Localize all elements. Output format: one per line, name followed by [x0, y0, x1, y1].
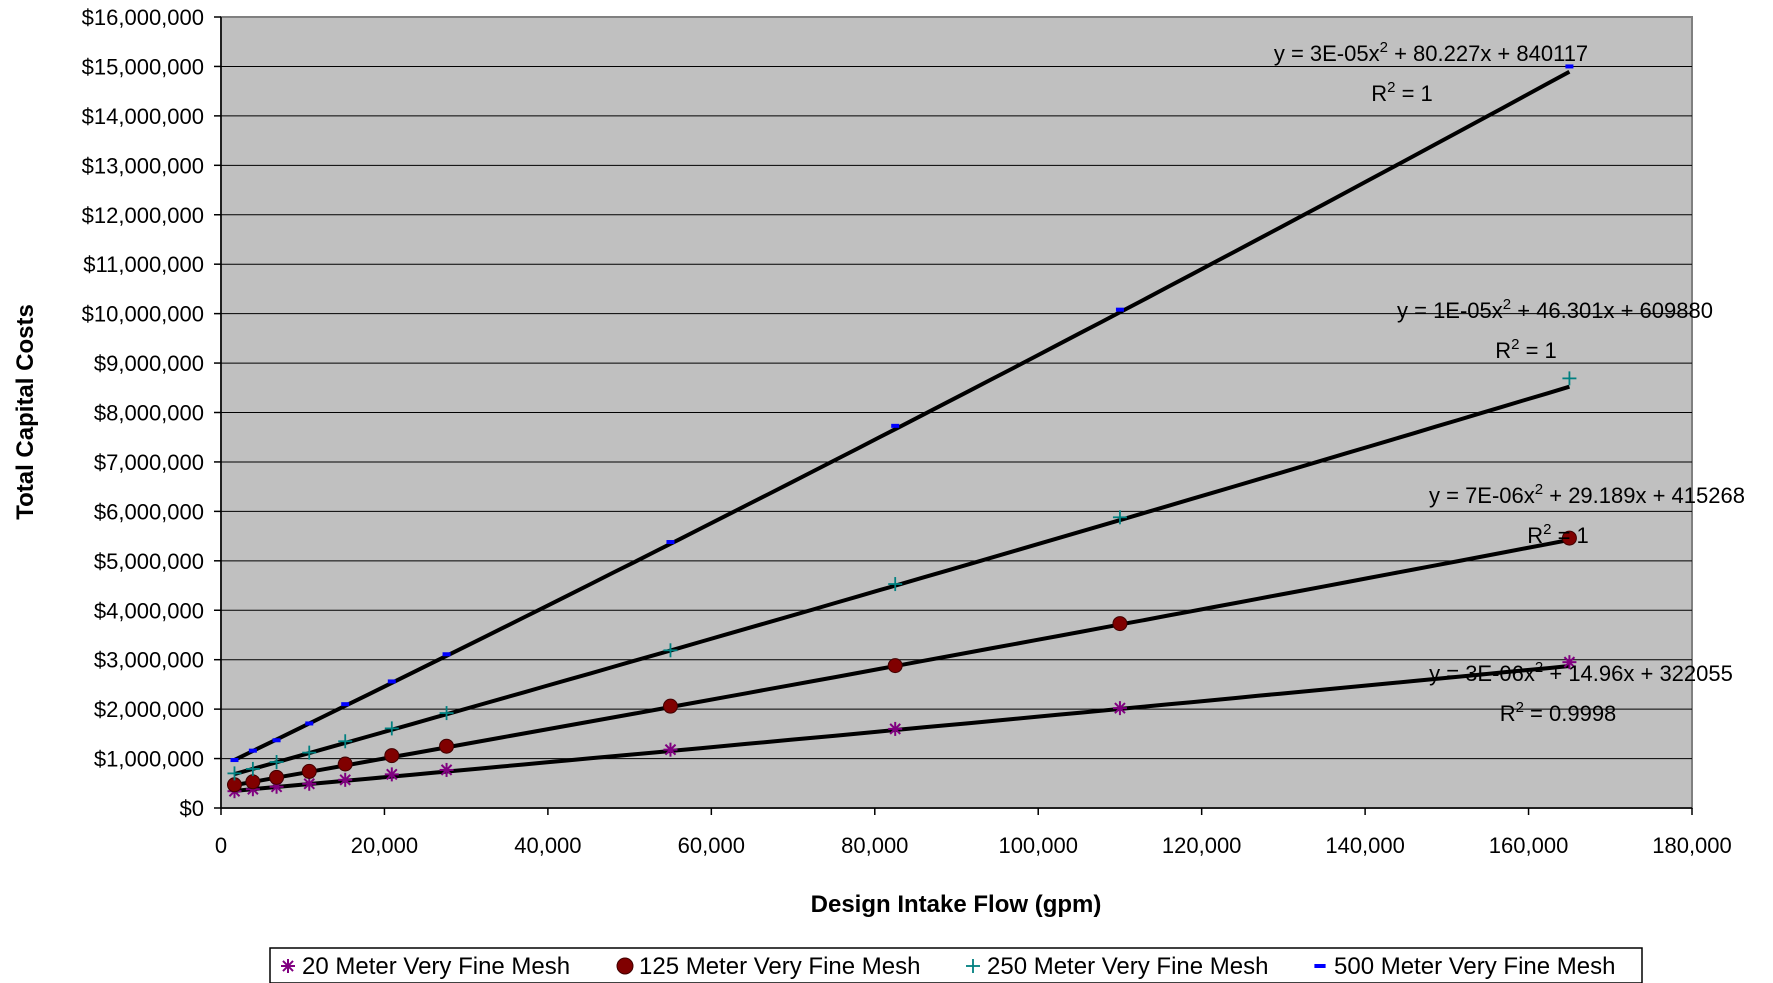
- trendline-equation: y = 1E-05x2 + 46.301x + 609880: [1397, 296, 1713, 323]
- x-tick-label: 0: [215, 833, 227, 858]
- data-point: [269, 755, 284, 770]
- legend-marker: [616, 957, 634, 975]
- data-point: [891, 423, 900, 428]
- legend-label: 500 Meter Very Fine Mesh: [1334, 953, 1615, 980]
- x-tick-label: 180,000: [1652, 833, 1732, 858]
- x-tick-label: 60,000: [678, 833, 745, 858]
- r-squared-label: R2 = 1: [1495, 336, 1557, 363]
- legend-marker: [966, 959, 980, 973]
- data-point: [269, 769, 285, 785]
- y-tick-label: $2,000,000: [94, 697, 204, 722]
- data-points: [226, 64, 1577, 799]
- legend-box: [269, 947, 1643, 983]
- legend: 20 Meter Very Fine Mesh 125 Meter Very Fi…: [281, 953, 1615, 980]
- data-point: [384, 721, 399, 736]
- r-squared-label: R2 = 0.9998: [1500, 699, 1617, 726]
- data-point: [1112, 510, 1127, 525]
- legend-item: 500 Meter Very Fine Mesh: [1314, 953, 1615, 980]
- data-point: [442, 652, 451, 657]
- legend-item: 250 Meter Very Fine Mesh: [966, 953, 1268, 980]
- legend-label: 20 Meter Very Fine Mesh: [302, 953, 570, 980]
- data-point: [666, 540, 675, 545]
- data-point: [301, 763, 317, 779]
- data-point: [384, 748, 400, 764]
- data-point: [302, 776, 317, 791]
- x-tick-label: 120,000: [1162, 833, 1242, 858]
- data-point: [1112, 616, 1128, 632]
- data-point: [337, 756, 353, 772]
- x-axis-title: Design Intake Flow (gpm): [811, 891, 1102, 918]
- legend-item: 20 Meter Very Fine Mesh: [281, 953, 570, 980]
- data-point: [272, 738, 281, 743]
- data-point: [245, 761, 260, 776]
- data-point: [302, 745, 317, 760]
- data-point: [230, 758, 239, 763]
- data-point: [341, 702, 350, 707]
- data-point: [439, 762, 454, 777]
- legend-label: 125 Meter Very Fine Mesh: [639, 953, 920, 980]
- x-tick-label: 140,000: [1325, 833, 1405, 858]
- x-tick-label: 80,000: [841, 833, 908, 858]
- y-axis-title: Total Capital Costs: [12, 304, 39, 520]
- trendline-equation: y = 3E-05x2 + 80.227x + 840117: [1274, 39, 1588, 66]
- legend-marker: [281, 959, 295, 973]
- data-point: [663, 742, 678, 757]
- legend-item: 125 Meter Very Fine Mesh: [616, 953, 920, 980]
- data-point: [1562, 655, 1577, 670]
- y-tick-label: $16,000,000: [82, 5, 204, 30]
- legend-marker: [1314, 964, 1326, 968]
- gridlines: [221, 65, 1692, 760]
- trendline-equation: y = 3E-06x2 + 14.96x + 322055: [1429, 659, 1733, 686]
- trendline: [233, 69, 1571, 762]
- data-point: [888, 577, 903, 592]
- data-point: [248, 748, 257, 753]
- y-tick-label: $1,000,000: [94, 747, 204, 772]
- y-tick-label: $0: [180, 796, 204, 821]
- y-tick-label: $14,000,000: [82, 104, 204, 129]
- data-point: [439, 738, 455, 754]
- data-point: [663, 643, 678, 658]
- data-point: [1112, 701, 1127, 716]
- data-point: [1565, 64, 1574, 69]
- data-point: [439, 706, 454, 721]
- data-point: [384, 767, 399, 782]
- y-tick-label: $6,000,000: [94, 499, 204, 524]
- x-tick-label: 20,000: [351, 833, 418, 858]
- data-point: [338, 772, 353, 787]
- data-point: [338, 734, 353, 749]
- data-point: [227, 766, 242, 781]
- r-squared-label: R2 = 1: [1371, 79, 1433, 106]
- r-squared-label: R2 = 1: [1527, 521, 1589, 548]
- y-tick-label: $3,000,000: [94, 648, 204, 673]
- data-point: [245, 774, 261, 790]
- y-tick-label: $12,000,000: [82, 203, 204, 228]
- legend-label: 250 Meter Very Fine Mesh: [987, 953, 1268, 980]
- y-tick-label: $7,000,000: [94, 450, 204, 475]
- data-point: [887, 658, 903, 674]
- y-axis: $0 $1,000,000 $2,000,000 $3,000,000 $4,000,0…: [82, 5, 222, 821]
- trendline-labels: y = 3E-06x2 + 14.96x + 322055 R2 = 0.9998…: [1274, 39, 1745, 726]
- data-point: [1115, 307, 1124, 312]
- x-axis: 0 20,000 40,000 60,000 80,000 100,000 120,000 1…: [215, 807, 1732, 858]
- y-tick-label: $8,000,000: [94, 401, 204, 426]
- data-point: [1562, 371, 1577, 386]
- x-tick-label: 40,000: [514, 833, 581, 858]
- x-tick-label: 160,000: [1489, 833, 1569, 858]
- data-point: [662, 698, 678, 714]
- trendline-equation: y = 7E-06x2 + 29.189x + 415268: [1429, 481, 1745, 508]
- data-point: [387, 679, 396, 684]
- data-point: [888, 721, 903, 736]
- y-tick-label: $5,000,000: [94, 549, 204, 574]
- y-tick-label: $13,000,000: [82, 153, 204, 178]
- data-point: [1561, 530, 1577, 546]
- data-point: [305, 721, 314, 726]
- y-tick-label: $4,000,000: [94, 598, 204, 623]
- y-tick-label: $11,000,000: [83, 252, 204, 277]
- x-tick-label: 100,000: [998, 833, 1078, 858]
- y-tick-label: $15,000,000: [82, 54, 204, 79]
- y-tick-label: $9,000,000: [94, 351, 204, 376]
- y-tick-label: $10,000,000: [82, 302, 204, 327]
